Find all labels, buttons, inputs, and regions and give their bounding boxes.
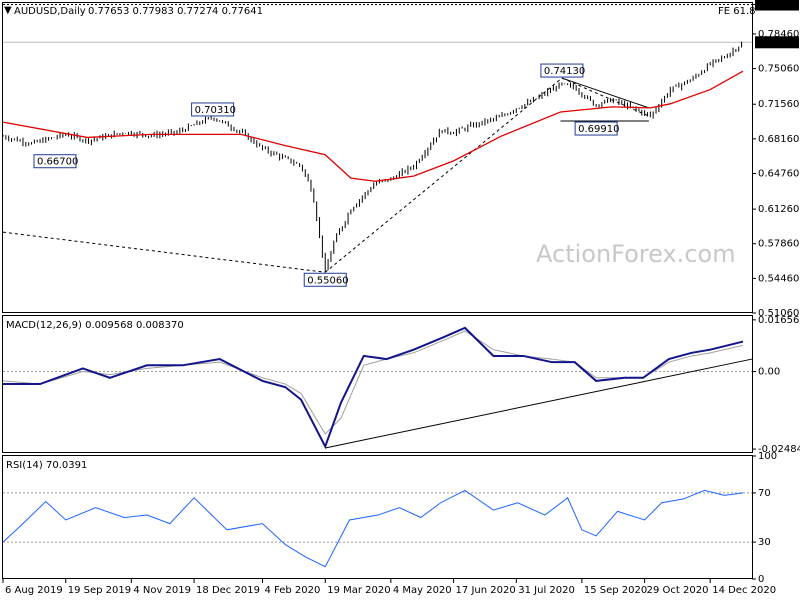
y-tick-label: 0.68160: [758, 134, 799, 145]
x-tick-label: 4 Feb 2020: [264, 585, 320, 596]
rsi-layer: [2, 489, 752, 568]
price-marker-label: 0.81350: [758, 1, 799, 12]
macd-y-tick-label: 0.016567: [758, 315, 800, 326]
annotation-box: [191, 102, 235, 117]
annotation-label: 0.66700: [37, 157, 78, 168]
macd-signal-line: [2, 330, 744, 435]
rsi-line: [2, 489, 744, 568]
x-tick-label: 6 Aug 2019: [5, 585, 63, 596]
y-tick-label: 0.78460: [758, 29, 799, 40]
ohlc-label: 0.77653 0.77983 0.77274 0.77641: [88, 6, 263, 17]
x-tick-label: 19 Mar 2020: [327, 585, 390, 596]
x-tick-label: 4 Nov 2019: [133, 585, 191, 596]
x-tick-label: 4 May 2020: [393, 585, 452, 596]
x-tick-label: 15 Sep 2020: [584, 585, 647, 596]
x-tick-label: 31 Jul 2020: [518, 585, 575, 596]
x-tick-label: 18 Dec 2019: [196, 585, 260, 596]
macd-y-tick-label: 0.00: [758, 367, 780, 378]
y-tick-label: 0.61260: [758, 204, 799, 215]
annotation-label: 0.69910: [578, 124, 619, 135]
annotation-label: 0.74130: [544, 66, 585, 77]
trendline-low: [2, 231, 326, 273]
rsi-panel-frame: [2, 455, 753, 579]
rsi-y-tick-label: 0: [758, 574, 764, 585]
price-marker-label: 0.77641: [758, 38, 799, 49]
y-tick-label: 0.71560: [758, 99, 799, 110]
rsi-y-tick-label: 100: [758, 451, 777, 462]
x-tick-label: 29 Oct 2020: [647, 585, 709, 596]
rsi-y-tick-label: 30: [758, 537, 771, 548]
y-tick-label: 0.51060: [758, 308, 799, 319]
watermark: ActionForex.com: [536, 240, 736, 268]
x-tick-label: 17 Jun 2020: [456, 585, 516, 596]
macd-title: MACD(12,26,9) 0.009568 0.008370: [6, 320, 184, 331]
price-layer: 0.66700 0.70310 0.55060 0.74130 0.69910: [2, 4, 752, 287]
macd-panel-frame: [2, 315, 753, 453]
annotation-label: 0.55060: [307, 275, 348, 286]
triangle-upper: [561, 77, 650, 109]
price-marker: [755, 36, 799, 49]
trendline-rise: [324, 77, 563, 273]
symbol-arrow-icon[interactable]: ▼: [4, 5, 12, 16]
symbol-label: AUDUSD,Daily: [14, 6, 86, 17]
annotation-label: 0.70310: [195, 105, 236, 116]
y-tick-label: 0.64760: [758, 168, 799, 179]
price-panel-frame: [2, 2, 753, 313]
macd-trendline: [325, 358, 753, 449]
y-tick-label: 0.54460: [758, 273, 799, 284]
macd-layer: [2, 326, 753, 449]
annotation-box: [303, 272, 347, 287]
price-marker: [755, 0, 799, 11]
y-tick-label: 0.57860: [758, 239, 799, 250]
annotation-box: [33, 154, 77, 169]
macd-y-tick-label: -0.02484: [758, 444, 800, 455]
x-tick-label: 19 Sep 2019: [68, 585, 131, 596]
fib-label: FE 61.8: [718, 6, 756, 17]
triangle-lower: [561, 77, 650, 117]
annotation-box: [574, 121, 618, 136]
y-tick-label: 0.75060: [758, 64, 799, 75]
rsi-title: RSI(14) 70.0391: [6, 460, 87, 471]
rsi-y-tick-label: 70: [758, 488, 771, 499]
macd-line: [3, 326, 744, 449]
x-tick-label: 14 Dec 2020: [712, 585, 776, 596]
annotation-box: [540, 63, 584, 78]
moving-average-line: [2, 70, 744, 182]
